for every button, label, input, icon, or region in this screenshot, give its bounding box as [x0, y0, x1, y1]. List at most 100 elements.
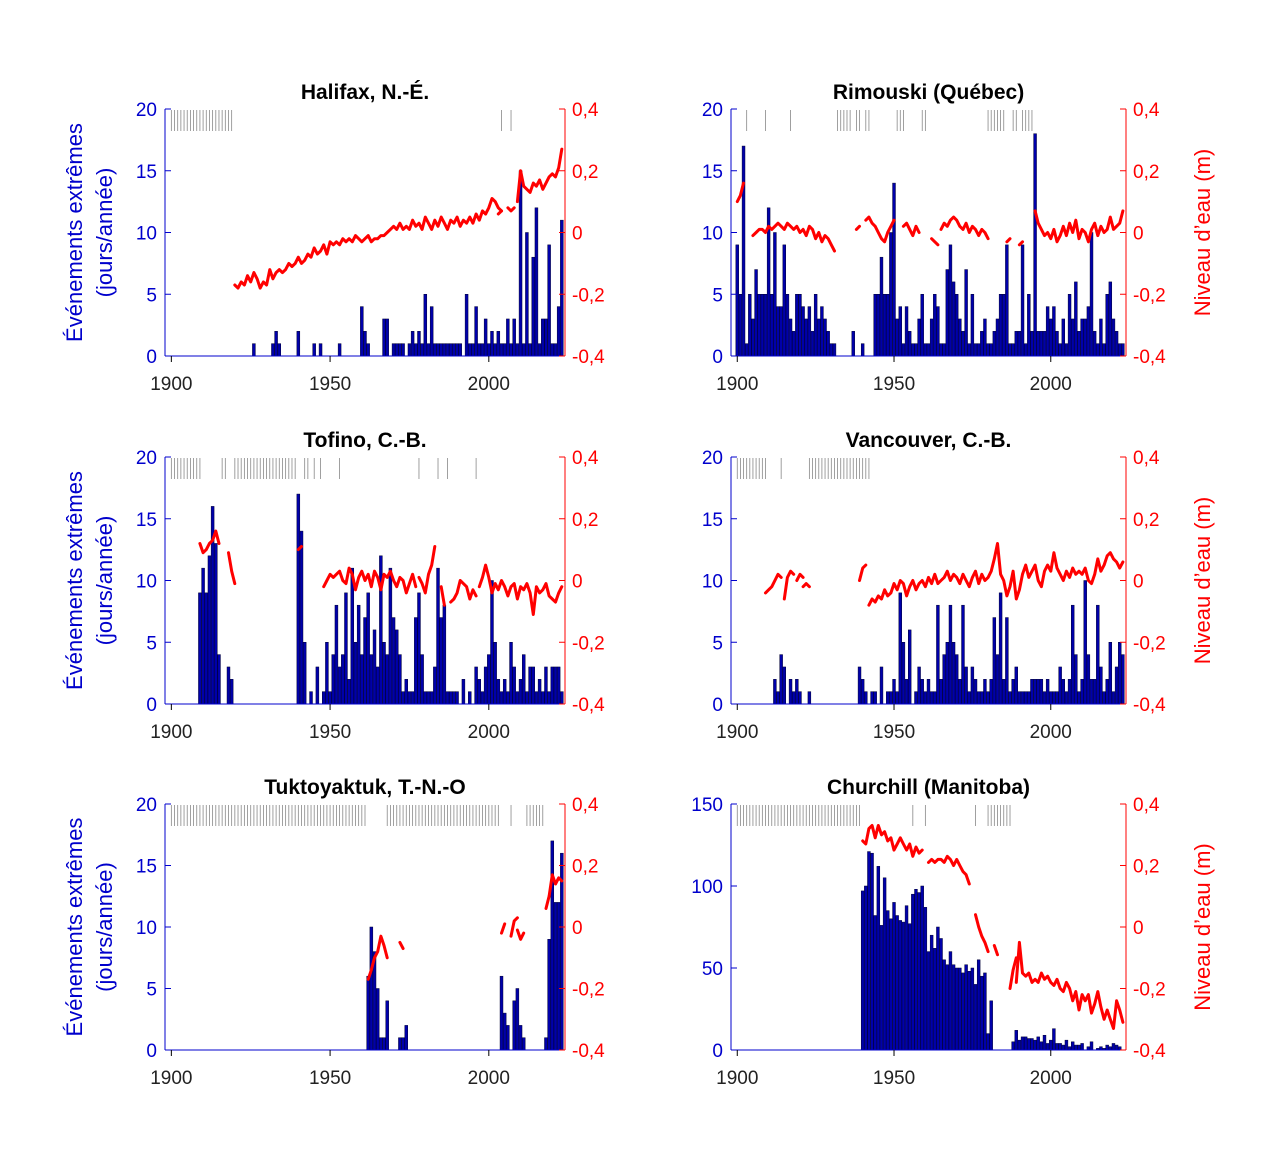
- event-bar: [955, 294, 959, 357]
- event-bar: [807, 306, 812, 357]
- event-bar: [477, 679, 481, 705]
- left-axis-label-line1: Événements extrêmes: [62, 123, 87, 342]
- event-bar: [544, 666, 548, 705]
- event-bar: [391, 617, 396, 705]
- event-bar: [388, 567, 393, 705]
- right-tick-label: 0: [572, 918, 583, 939]
- event-bar: [420, 654, 424, 705]
- water-level-line: [782, 569, 796, 601]
- event-bar: [936, 926, 940, 1051]
- event-bar: [534, 691, 539, 705]
- event-bar: [1121, 343, 1125, 357]
- event-bar: [480, 691, 485, 705]
- event-bar: [951, 964, 956, 1051]
- event-bar: [860, 679, 865, 705]
- event-bar: [556, 666, 561, 705]
- x-tick-label: 2000: [1030, 722, 1072, 743]
- event-bar: [423, 691, 428, 705]
- event-bar: [398, 343, 402, 357]
- event-bar: [757, 294, 761, 357]
- event-bar: [911, 893, 915, 1051]
- event-bar: [1092, 331, 1097, 357]
- event-bar: [851, 331, 855, 357]
- event-bar: [995, 654, 1000, 705]
- event-bar: [214, 543, 218, 705]
- event-bar: [1080, 1043, 1084, 1051]
- event-bar: [948, 604, 953, 705]
- event-bar: [1052, 691, 1056, 705]
- x-tick-label: 1900: [150, 374, 192, 395]
- event-bar: [375, 666, 380, 705]
- event-bar: [401, 1037, 405, 1051]
- water-level-line: [927, 854, 971, 886]
- event-bar: [986, 691, 990, 705]
- water-level-line: [992, 944, 999, 957]
- water-level-line: [515, 928, 526, 941]
- event-bar: [1045, 1043, 1050, 1051]
- event-bar: [461, 679, 466, 705]
- event-bar: [907, 923, 912, 1051]
- event-bar: [512, 318, 516, 357]
- water-level-line: [764, 572, 783, 595]
- event-bar: [201, 567, 205, 705]
- event-bar: [1083, 580, 1087, 705]
- event-bar: [407, 343, 412, 357]
- event-bar: [1011, 1041, 1015, 1051]
- water-level-line: [439, 585, 446, 607]
- event-bar: [433, 343, 437, 357]
- panel-3: Tofino, C.-B. 0 5 10 15 20 -0,4 -0,2 0 0,2 0,4 1900…: [62, 429, 605, 743]
- event-bar: [945, 964, 950, 1051]
- event-bar: [493, 343, 497, 357]
- x-tick-label: 1950: [309, 374, 351, 395]
- left-tick-label: 20: [702, 448, 723, 469]
- left-tick-label: 20: [702, 100, 723, 121]
- event-bar: [445, 691, 450, 705]
- event-bar: [804, 318, 808, 357]
- event-bar: [474, 306, 478, 357]
- event-bar: [207, 555, 212, 705]
- left-tick-label: 10: [136, 224, 157, 245]
- event-bar: [980, 331, 984, 357]
- event-bar: [1011, 343, 1015, 357]
- event-bar: [328, 691, 332, 705]
- event-bar: [1039, 1041, 1044, 1051]
- event-bar: [410, 691, 415, 705]
- left-tick-label: 5: [146, 285, 157, 306]
- event-bar: [1058, 343, 1062, 357]
- event-bar: [1105, 1044, 1109, 1051]
- event-bar: [382, 1037, 386, 1051]
- water-level-line: [366, 934, 389, 981]
- event-bar: [901, 642, 906, 705]
- event-bar: [773, 232, 777, 357]
- event-bar: [898, 592, 902, 705]
- event-bar: [312, 343, 316, 357]
- event-bar: [832, 343, 837, 357]
- event-bar: [1067, 294, 1072, 357]
- water-level-line: [861, 824, 924, 858]
- event-bar: [229, 679, 234, 705]
- event-bar: [1042, 691, 1047, 705]
- event-bar: [948, 951, 953, 1051]
- event-bar: [544, 318, 548, 357]
- event-bar: [515, 691, 520, 705]
- event-bar: [961, 604, 965, 705]
- event-bar: [337, 343, 342, 357]
- event-bar: [889, 918, 893, 1051]
- event-bar: [1033, 679, 1037, 705]
- event-bar: [537, 343, 542, 357]
- event-bar: [907, 629, 912, 705]
- event-bar: [518, 1025, 523, 1051]
- event-bar: [976, 959, 981, 1051]
- left-tick-label: 10: [136, 572, 157, 593]
- event-bar: [490, 580, 494, 705]
- event-bar: [337, 666, 342, 705]
- event-bar: [464, 294, 469, 357]
- event-bar: [879, 925, 884, 1051]
- water-level-line: [864, 215, 896, 244]
- event-bar: [502, 343, 507, 357]
- event-bar: [325, 642, 329, 705]
- right-tick-label: -0,4: [1133, 1041, 1166, 1062]
- event-bar: [782, 666, 786, 705]
- event-bar: [939, 343, 943, 357]
- right-tick-label: 0,4: [572, 795, 599, 816]
